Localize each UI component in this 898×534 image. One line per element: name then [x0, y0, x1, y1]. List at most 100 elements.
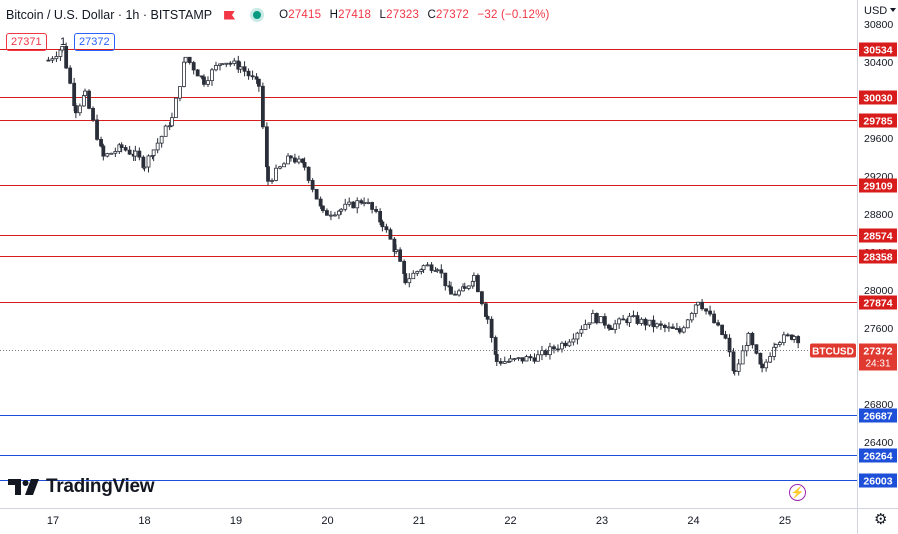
gear-icon[interactable]: ⚙ — [874, 511, 888, 528]
support-label: 26687 — [863, 411, 892, 423]
candle-body — [583, 324, 588, 330]
candle-body — [613, 323, 618, 330]
candle-body — [609, 327, 614, 330]
candle-body — [425, 264, 430, 267]
symbol-title[interactable]: Bitcoin / U.S. Dollar · 1h · BITSTAMP — [6, 8, 213, 22]
tradingview-logo[interactable]: TradingView — [8, 476, 155, 498]
countdown-label: 24:31 — [865, 359, 890, 370]
support-label-box — [859, 448, 897, 463]
candle-body — [250, 75, 255, 78]
candle-body — [366, 202, 371, 204]
candle-body — [693, 304, 698, 314]
candle-body — [137, 150, 142, 158]
candle-body — [651, 319, 656, 328]
candle-body — [635, 315, 640, 324]
resistance-label-box — [859, 249, 897, 264]
spread-value: 1 — [60, 36, 67, 48]
sell-button[interactable]: 27371 — [6, 33, 47, 51]
resistance-label-box — [859, 295, 897, 310]
support-label-box — [859, 473, 897, 488]
candle-body — [206, 80, 210, 85]
candle-body — [494, 354, 499, 362]
close-key: C — [427, 9, 437, 21]
candle-body — [113, 151, 118, 154]
candle-body — [337, 210, 341, 216]
candle-body — [81, 95, 86, 107]
candle-body — [708, 310, 712, 315]
candle-body — [536, 354, 540, 362]
candle-body — [73, 105, 78, 114]
candle-body — [182, 61, 186, 87]
candle-body — [46, 59, 51, 62]
candle-body — [50, 58, 55, 61]
candle-body — [476, 275, 480, 293]
resistance-label-box — [859, 113, 897, 128]
candle-body — [214, 65, 218, 71]
candle-body — [220, 63, 225, 66]
high-key: H — [329, 9, 339, 21]
candle-body — [594, 313, 599, 324]
candle-body — [202, 76, 206, 85]
ohlc-readout: O27415 H27418 L27323 C27372 −32 (−0.12%) — [279, 9, 549, 21]
candle-body — [704, 308, 708, 312]
flag-icon[interactable] — [224, 10, 236, 20]
candle-body — [598, 316, 603, 324]
currency-selector[interactable]: USD — [864, 5, 897, 17]
candle-body — [163, 125, 168, 137]
y-tick-label: 26800 — [864, 399, 893, 411]
candle-body — [439, 269, 444, 274]
candle-body — [87, 90, 91, 109]
candle-body — [374, 209, 379, 212]
candle-body — [560, 342, 564, 350]
resistance-label: 28574 — [863, 231, 892, 243]
resistance-label: 27874 — [863, 298, 892, 310]
resistance-label-box — [859, 178, 897, 193]
candle-body — [310, 180, 315, 190]
y-tick-label: 30400 — [864, 57, 893, 69]
low-value: 27323 — [386, 9, 420, 21]
candle-body — [355, 200, 360, 209]
candle-body — [758, 352, 763, 365]
candle-body — [266, 166, 270, 182]
candle-body — [435, 269, 440, 272]
resistance-label: 30534 — [863, 45, 892, 57]
candle-body — [318, 198, 323, 207]
candle-body — [359, 200, 364, 204]
candle-body — [302, 162, 307, 168]
y-tick-label: 26400 — [864, 437, 893, 449]
candle-body — [520, 357, 525, 362]
candle-body — [563, 342, 568, 347]
candle-body — [720, 324, 724, 335]
candle-body — [571, 338, 576, 343]
candle-body — [773, 344, 778, 348]
candle-body — [278, 166, 282, 169]
candle-body — [567, 341, 572, 347]
candle-body — [415, 271, 420, 274]
candle-body — [677, 328, 682, 333]
candle-body — [325, 210, 329, 216]
candle-body — [462, 286, 467, 289]
candle-body — [301, 158, 305, 163]
candle-body — [306, 166, 311, 181]
candle-body — [187, 56, 192, 63]
candle-body — [370, 202, 375, 210]
candle-body — [540, 350, 544, 356]
candle-body — [744, 345, 749, 352]
candle-body — [746, 332, 751, 346]
x-tick-label: 25 — [779, 515, 791, 527]
candle-body — [264, 126, 269, 168]
candle-body — [498, 361, 503, 364]
buy-button[interactable]: 27372 — [74, 33, 115, 51]
x-tick-label: 20 — [321, 515, 333, 527]
x-tick-label: 24 — [687, 515, 699, 527]
candle-body — [378, 210, 383, 223]
candle-body — [151, 149, 156, 156]
high-value: 27418 — [338, 9, 372, 21]
candle-body — [480, 291, 484, 305]
candle-body — [293, 157, 297, 163]
candle-body — [524, 356, 529, 362]
lightning-icon[interactable]: ⚡ — [789, 484, 806, 501]
candle-body — [133, 150, 138, 157]
resistance-label: 28358 — [863, 252, 892, 264]
